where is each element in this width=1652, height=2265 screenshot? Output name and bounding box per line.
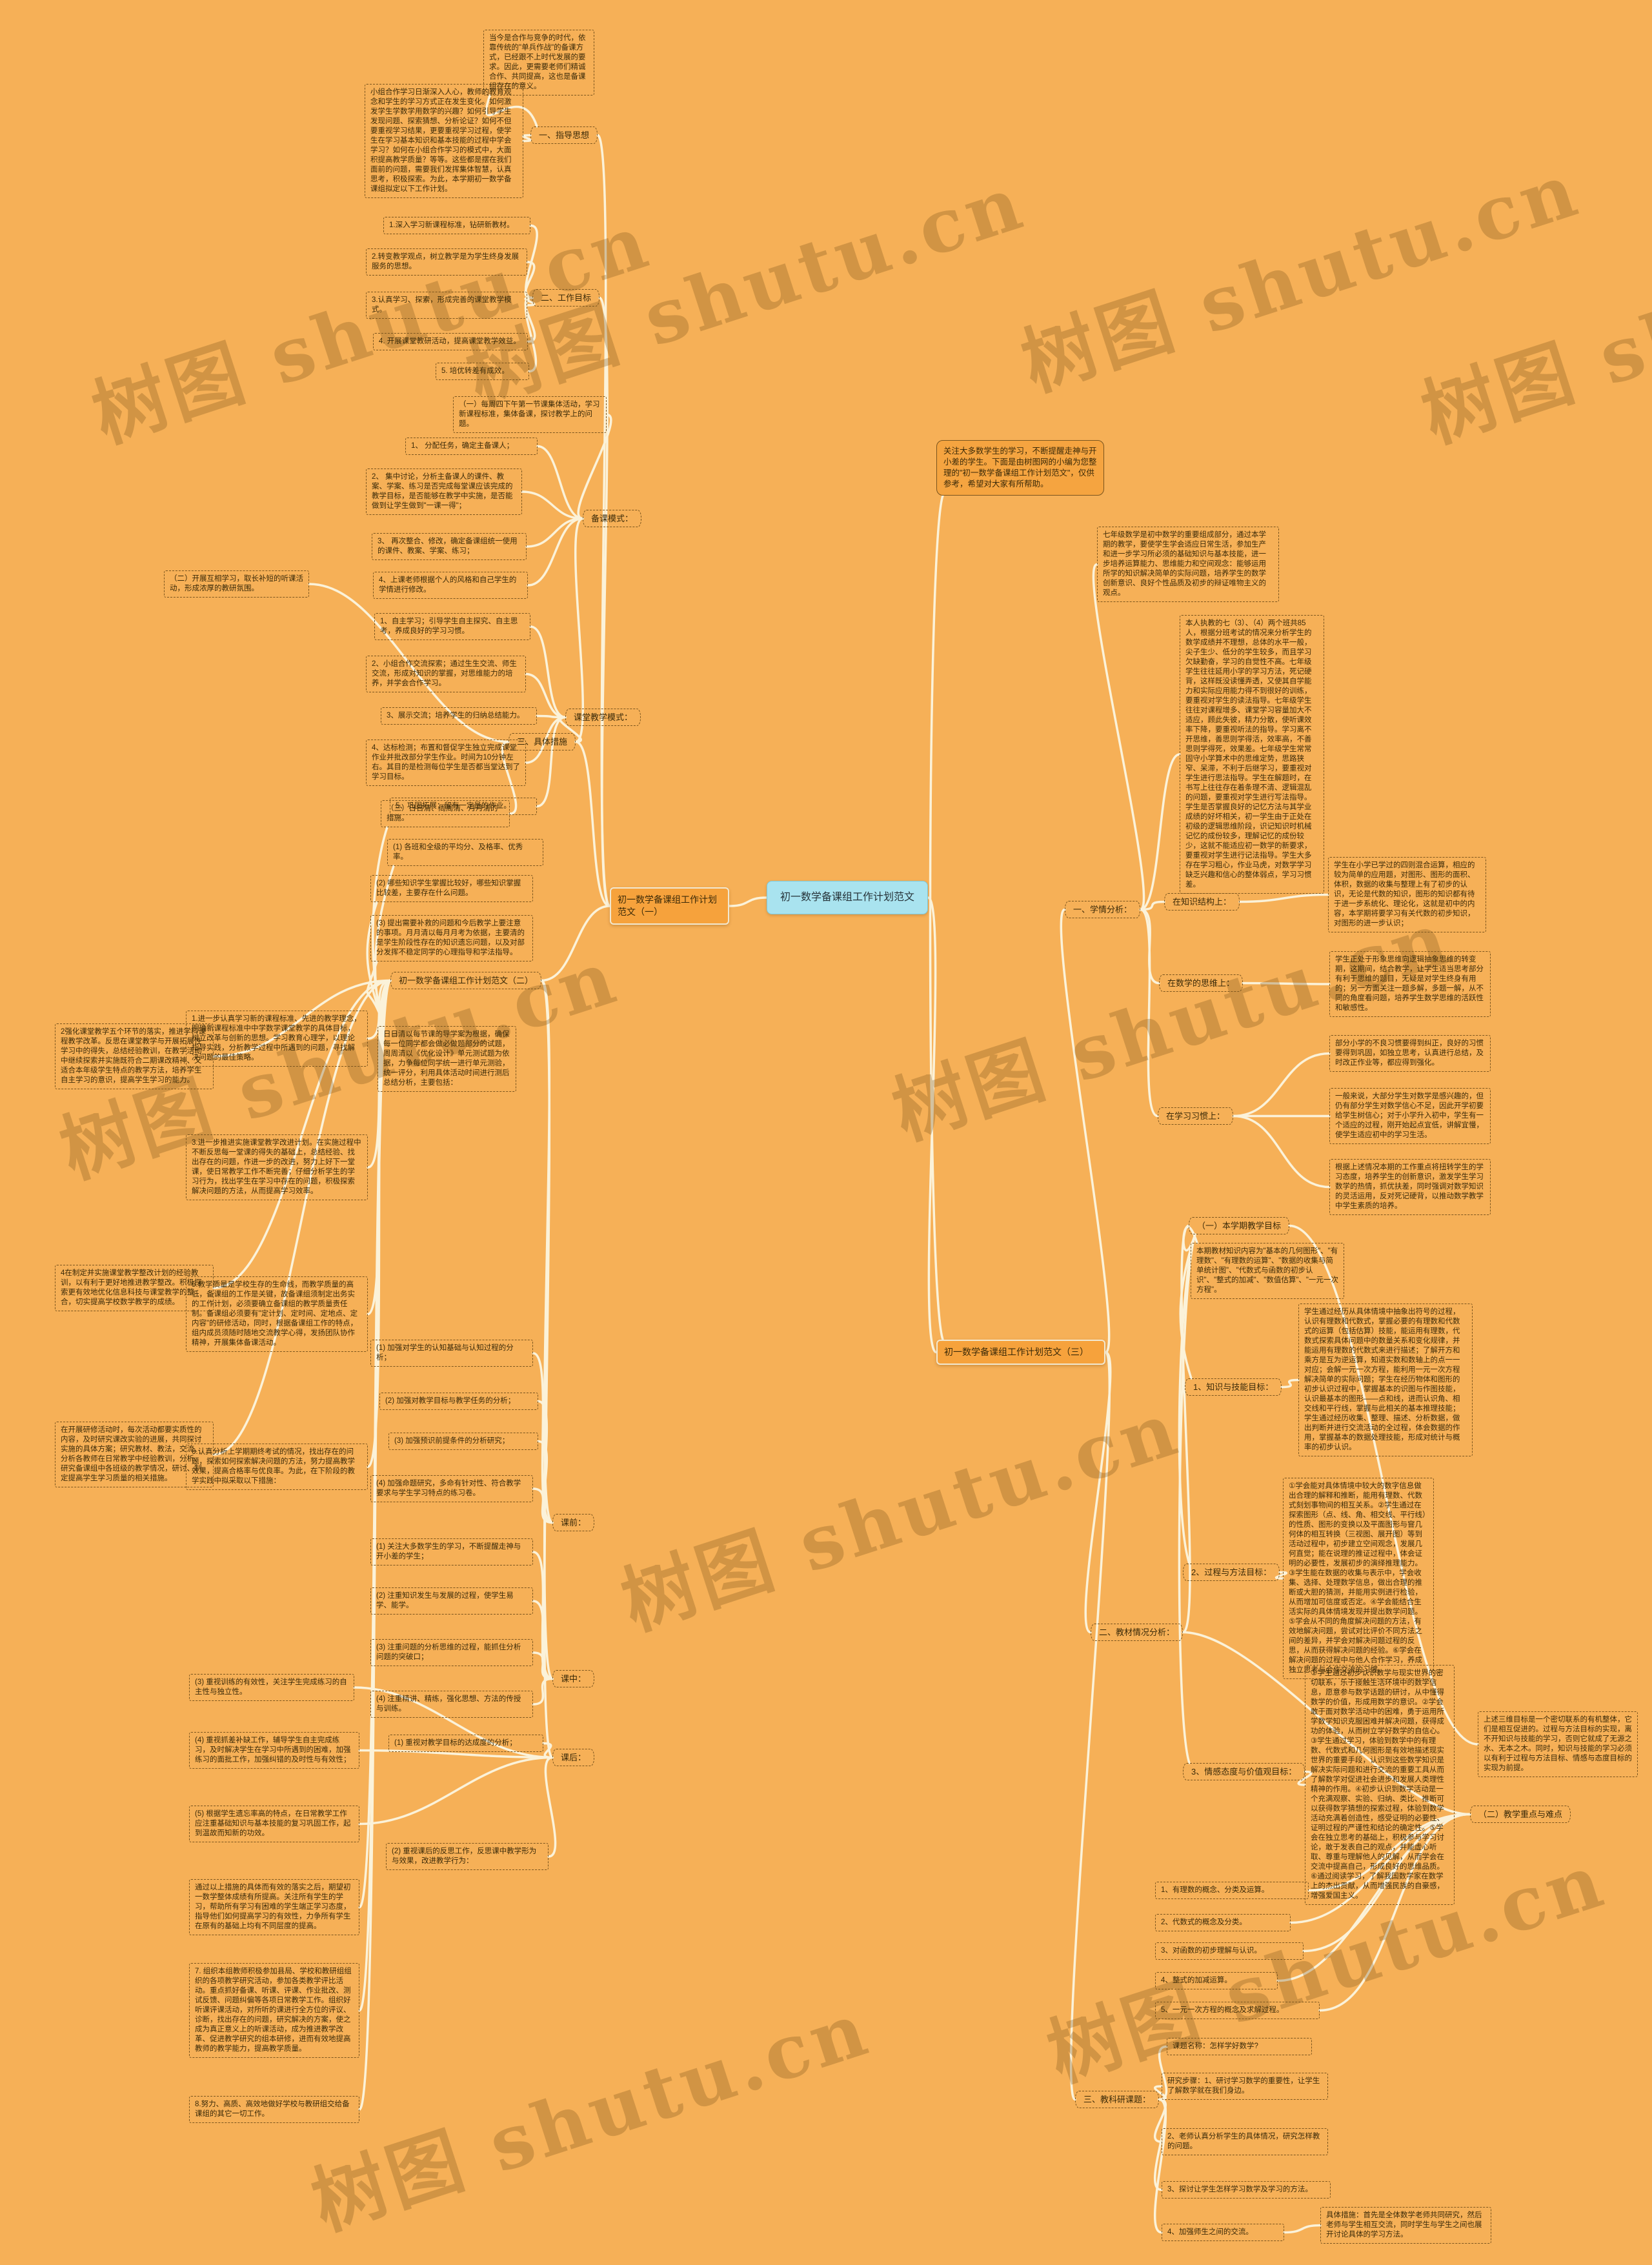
- mindmap-node-bk2[interactable]: 2、 集中讨论，分析主备课人的课件、教案、学案、练习是否完成每堂课应该完成的教学…: [366, 468, 522, 515]
- mindmap-node-kt1[interactable]: 1、自主学习；引导学生自主探究、自主思考，养成良好的学习习惯。: [374, 613, 530, 640]
- mindmap-node-buf_p[interactable]: 部分小学的不良习惯要得到纠正，良好的习惯要得到巩固，如独立思考，认真进行总结，及…: [1329, 1035, 1491, 1072]
- mindmap-node-r2[interactable]: 初一数学备课组工作计划范文（二）: [390, 972, 542, 989]
- mindmap-node-sxsw_p[interactable]: 学生正处于形象思维向逻辑抽象思维的转变期，这期间，结合教学，让学生适当思考部分有…: [1329, 951, 1491, 1017]
- mindmap-node-c9[interactable]: 7. 组织本组教师积极参加县局、学校和教研组组织的各项教学研究活动，参加各类教学…: [189, 1963, 359, 2058]
- mindmap-node-r1[interactable]: 初一数学备课组工作计划范文（一）: [610, 887, 729, 925]
- mindmap-node-r3[interactable]: 初一数学备课组工作计划范文（三）: [936, 1340, 1105, 1365]
- mindmap-node-xueqing[interactable]: 一、学情分析：: [1065, 901, 1141, 918]
- mindmap-node-zsmb_p[interactable]: 学生通过经历从具体情境中抽象出符号的过程，认识有理数和代数式，掌握必要的有理数和…: [1298, 1304, 1473, 1456]
- mindmap-node-c5[interactable]: 5.教学质量是学校生存的生命线，而教学质量的高低，备课组的工作是关键，故备课组须…: [186, 1276, 368, 1352]
- mindmap-node-bk4[interactable]: 4、上课老师根据个人的风格和自己学生的学情进行修改。: [373, 572, 528, 599]
- mindmap-node-g3[interactable]: 3.认真学习、探索，形成完善的课堂教学模式。: [366, 292, 527, 319]
- mindmap-node-zsmb_h[interactable]: 1、知识与技能目标：: [1185, 1378, 1282, 1396]
- mindmap-node-h2[interactable]: (2) 重视课后的反思工作，反思课中教学形为与效果，改进教学行为：: [386, 1843, 549, 1870]
- mindmap-node-kts4[interactable]: 4、加强师生之间的交流。: [1162, 2224, 1284, 2241]
- mindmap-node-mubiao[interactable]: 二、工作目标: [532, 289, 600, 307]
- mindmap-node-h3[interactable]: (3) 重视训练的有效性，关注学生完成练习的自主性与独立性。: [189, 1674, 354, 1701]
- mindmap-node-c2[interactable]: 2强化课堂教学五个环节的落实，推进学科课程教学改革。反思在课堂教学与开展拓展性学…: [55, 1023, 214, 1089]
- mindmap-node-benxq[interactable]: （一）本学期教学目标: [1189, 1217, 1290, 1234]
- mindmap-node-zsjg_p[interactable]: 学生在小学已学过的四则混合运算，相应的较为简单的应用题，对图形、图形的面积、体积…: [1328, 857, 1486, 932]
- mindmap-node-ketang[interactable]: 课堂教学模式：: [565, 709, 641, 726]
- mindmap-node-zd_b[interactable]: 小组合作学习日渐深入人心，教师的教育观念和学生的学习方式正在发生变化。如何激发学…: [365, 84, 523, 198]
- mindmap-node-c6[interactable]: 6.认真分析上学期期终考试的情况，找出存在的问题，探索如何探索解决问题的方法，努…: [186, 1444, 368, 1490]
- mindmap-node-h4[interactable]: (4) 重视抓差补缺工作，辅导学生自主完成练习，及时解决学生在学习中所遇到的困难…: [189, 1732, 359, 1769]
- mindmap-node-c1[interactable]: 1.进一步认真学习新的课程标准、先进的教学理念，明确新课程标准中中学数学课堂教学…: [186, 1011, 368, 1067]
- mindmap-node-z3[interactable]: (3) 注重问题的分析思维的过程，能抓住分析问题的突破口；: [370, 1639, 533, 1666]
- mindmap-node-sxsw_h[interactable]: 在数学的思维上：: [1159, 974, 1244, 992]
- mindmap-node-c8[interactable]: 通过以上措施的具体而有效的落实之后，期望初一数学整体成绩有所提高。关注所有学生的…: [189, 1879, 359, 1935]
- mindmap-node-d2[interactable]: 2、代数式的概念及分类。: [1155, 1914, 1291, 1931]
- mindmap-node-qgtd_h[interactable]: 3、情感态度与价值观目标：: [1183, 1763, 1305, 1780]
- mindmap-node-kt4[interactable]: 4、达标检测；布置和督促学生独立完成课堂作业并批改部分学生作业。时间为10分钟左…: [366, 740, 526, 786]
- mindmap-node-ktcs[interactable]: 具体措施：首先是全体数学老师共同研究，然后老师与学生相互交流，同时学生与学生之间…: [1320, 2207, 1491, 2244]
- mindmap-node-q2[interactable]: (2) 加强对教学目标与教学任务的分析；: [379, 1393, 538, 1410]
- mindmap-node-g4[interactable]: 4. 开展课堂教研活动，提高课堂教学效益。: [373, 333, 528, 350]
- mindmap-node-q3[interactable]: (3) 加强预识前提条件的分析研究；: [388, 1433, 538, 1450]
- mindmap-node-jiaocai[interactable]: 二、教材情况分析：: [1091, 1624, 1184, 1641]
- mindmap-node-juti[interactable]: 三、具体措施: [509, 733, 576, 750]
- mindmap-node-kts3[interactable]: 3、探讨让学生怎样学习数学及学习的方法。: [1162, 2181, 1331, 2199]
- mindmap-node-q1[interactable]: (1) 加强对学生的认知基础与认知过程的分析；: [370, 1340, 533, 1367]
- mindmap-node-gcff_p[interactable]: ①学会能对具体情境中较大的数字信息做出合理的解释和推断，能用有理数、代数式刻划事…: [1283, 1478, 1434, 1679]
- mindmap-node-note[interactable]: 关注大多数学生的学习，不断提醒走神与开小差的学生。下面是由树图网的小编为您整理的…: [936, 440, 1104, 496]
- mindmap-node-sanqing[interactable]: （三）日日清、周周清、月月清的措施。: [381, 800, 510, 827]
- mindmap-node-bk0[interactable]: （一）每周四下午第一节课集体活动，学习新课程标准，集体备课，探讨教学上的问题。: [453, 396, 607, 433]
- mindmap-node-d3[interactable]: 3、对函数的初步理解与认识。: [1155, 1942, 1304, 1960]
- mindmap-node-benren[interactable]: 本人执教的七（3）、（4）两个班共85人，根据分班考试的情况来分析学生的数学成绩…: [1180, 615, 1324, 894]
- mindmap-node-c4[interactable]: 4在制定并实施课堂教学整改计划的经验教训，以有利于更好地推进教学整改。积极探索更…: [55, 1265, 214, 1311]
- mindmap-node-g1[interactable]: 1.深入学习新课程标准，钻研新教材。: [383, 217, 530, 234]
- mindmap-node-genju_p[interactable]: 根据上述情况本期的工作重点将扭转学生的学习态度，培养学生的创新意识，激发学生学习…: [1329, 1159, 1491, 1215]
- mindmap-node-zsjg_h[interactable]: 在知识结构上：: [1164, 893, 1240, 911]
- mindmap-node-center[interactable]: 初一数学备课组工作计划范文: [767, 881, 928, 914]
- mindmap-node-kezhong[interactable]: 课中：: [552, 1670, 595, 1687]
- mindmap-node-qnj[interactable]: 七年级数学是初中数学的重要组成部分，通过本学期的教学，要使学生学会适应日常生活，…: [1097, 527, 1279, 602]
- mindmap-node-d1[interactable]: 1、有理数的概念、分类及运算。: [1155, 1882, 1309, 1899]
- mindmap-node-beike[interactable]: 备课模式：: [583, 510, 642, 527]
- mindmap-node-z2[interactable]: (2) 注重知识发生与发展的过程，使学生易学、能学。: [370, 1587, 533, 1615]
- mindmap-node-keqian[interactable]: 课前：: [552, 1514, 595, 1531]
- mindmap-node-g5[interactable]: 5. 培优转差有成效。: [436, 363, 529, 380]
- mindmap-node-z4[interactable]: (4) 注重精讲、精练，强化思想、方法的传授与训练。: [370, 1691, 533, 1718]
- mindmap-node-xxxg_h[interactable]: 在学习习惯上：: [1158, 1107, 1234, 1125]
- mindmap-node-z1[interactable]: (1) 关注大多数学生的学习，不断提醒走神与开小差的学生；: [370, 1538, 533, 1565]
- mindmap-node-m2[interactable]: (2) 哪些知识学生掌握比较好，哪些知识掌握比较差，主要存在什么问题。: [370, 875, 533, 902]
- mindmap-node-m3[interactable]: (3) 提出需要补救的问题和今后教学上要注意的事项。月月清以每月月考为依据，主要…: [370, 915, 533, 961]
- mindmap-node-d4[interactable]: 4、整式的加减运算。: [1155, 1972, 1278, 1989]
- mindmap-node-zdnd[interactable]: （二）教学重点与难点: [1470, 1806, 1571, 1823]
- mindmap-node-ktname[interactable]: 课题名称：怎样学好数学?: [1167, 2038, 1312, 2055]
- mindmap-node-m1[interactable]: (1) 各班和全级的平均分、及格率、优秀率。: [387, 839, 543, 866]
- mindmap-node-keti[interactable]: 三、教科研课题：: [1075, 2091, 1160, 2108]
- mindmap-node-bk1[interactable]: 1、 分配任务，确定主备课人；: [405, 438, 538, 455]
- mindmap-node-kt3[interactable]: 3、展示交流；培养学生的归纳总结能力。: [381, 707, 537, 725]
- mindmap-node-jcnr[interactable]: 本期教材知识内容为"基本的几何图形"、"有理数"、"有理数的运算"、"数据的收集…: [1191, 1243, 1344, 1299]
- mindmap-node-h1[interactable]: (1) 重视对教学目标的达成度的分析；: [388, 1735, 543, 1752]
- mindmap-node-erkai[interactable]: （二）开展互相学习，取长补短的听课活动，形成浓厚的教研氛围。: [164, 570, 309, 598]
- mindmap-node-kts1[interactable]: 研究步骤：1、研讨学习数学的重要性，让学生了解数学就在我们身边。: [1162, 2073, 1328, 2100]
- mindmap-node-g2[interactable]: 2.转变教学观点，树立教学是为学生终身发展服务的思想。: [366, 248, 527, 276]
- mindmap-node-zd_a[interactable]: 当今是合作与竞争的时代，依靠传统的"单兵作战"的备课方式，已经跟不上时代发展的要…: [483, 30, 594, 96]
- mindmap-node-kts2[interactable]: 2、老师认真分析学生的具体情况，研究怎样教的问题。: [1162, 2128, 1328, 2155]
- mindmap-node-qgtd_p[interactable]: ①学生通过初步认识数学与现实世界的密切联系，乐于接触生活环境中的数学信息，愿意参…: [1305, 1665, 1455, 1905]
- mindmap-node-kt2[interactable]: 2、小组合作交流探索；通过生生交流、师生交流，形成对知识的掌握，对思维能力的培养…: [366, 656, 526, 692]
- mindmap-node-bk3[interactable]: 3、 再次整合、修改，确定备课组统一使用的课件、教案、学案、练习；: [372, 533, 527, 560]
- mindmap-node-c3[interactable]: 3.进一步推进实施课堂教学改进计划。在实施过程中不断反思每一堂课的得失的基础上，…: [186, 1134, 368, 1200]
- mindmap-node-h5[interactable]: (5) 根据学生遗忘率高的特点，在日常教学工作应注重基础知识与基本技能的复习巩固…: [189, 1806, 359, 1842]
- mindmap-node-d5[interactable]: 5、一元一次方程的概念及求解过程。: [1155, 2002, 1320, 2019]
- mindmap-node-c10[interactable]: 8.努力、高质、高效地做好学校与教研组交给备课组的其它一切工作。: [189, 2096, 359, 2123]
- mindmap-node-sswei[interactable]: 上述三维目标是一个密切联系的有机整体，它们是相互促进的。过程与方法目标的实现，离…: [1478, 1711, 1638, 1777]
- mindmap-node-yiban_p[interactable]: 一般来说，大部分学生对数学是感兴趣的，但仍有部分学生对数学信心不足，因此开学初要…: [1329, 1088, 1491, 1144]
- mindmap-node-gcff_h[interactable]: 2、过程与方法目标：: [1183, 1564, 1280, 1581]
- mindmap-node-c7[interactable]: 在开展研修活动时，每次活动都要实质性的内容，及时研究课改实验的进展，共同探讨实施…: [55, 1422, 214, 1487]
- mindmap-node-riqing[interactable]: 日日清以每节课的导学案为根据，确保每一位同学都会做必做题部分的试题，周周清以《优…: [378, 1026, 516, 1092]
- mindmap-node-zhidao[interactable]: 一、指导思想: [530, 126, 598, 144]
- mindmap-node-kehou[interactable]: 课后：: [552, 1749, 595, 1766]
- mindmap-node-kt5[interactable]: 5、巩固拓展；留有一定量的作业。: [390, 798, 537, 815]
- mindmap-node-q4[interactable]: (4) 加强命题研究，多命有针对性、符合教学要求与学生学习特点的练习卷。: [370, 1475, 533, 1502]
